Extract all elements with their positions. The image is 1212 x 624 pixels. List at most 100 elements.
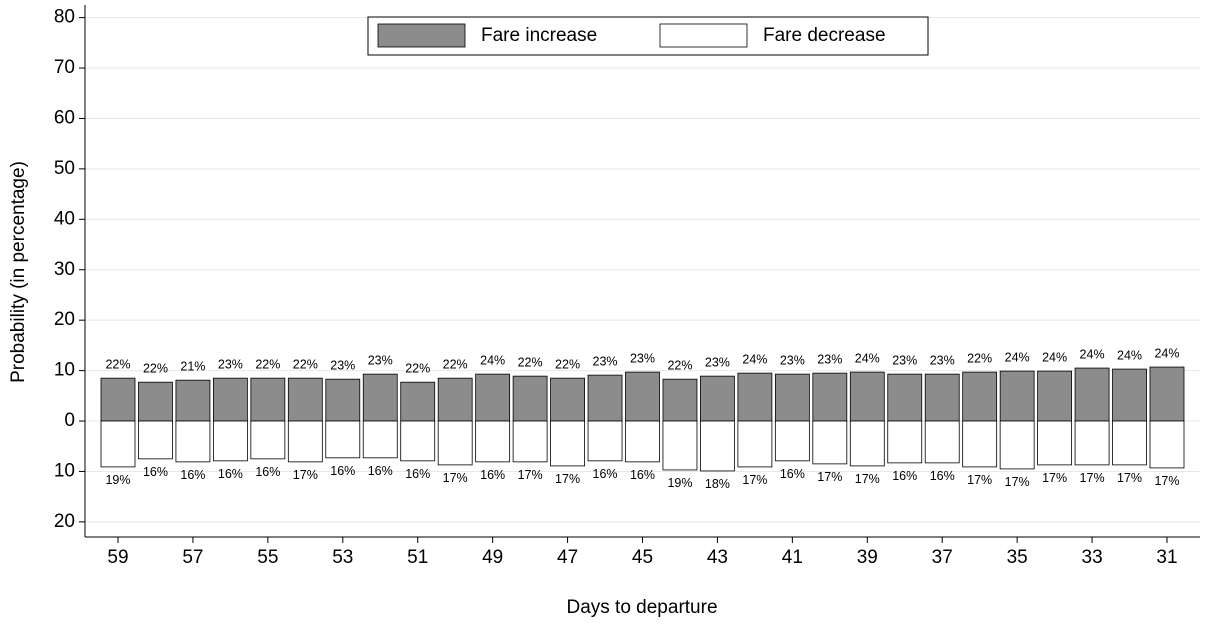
bar bbox=[812, 420, 848, 465]
bar bbox=[1149, 420, 1185, 469]
y-tick-label: 60 bbox=[54, 107, 75, 128]
bar bbox=[287, 420, 323, 463]
bar bbox=[625, 371, 660, 422]
x-tick-label: 47 bbox=[557, 547, 578, 568]
legend-label: Fare decrease bbox=[763, 25, 886, 46]
y-tick-label: 0 bbox=[64, 410, 75, 431]
bar bbox=[100, 420, 136, 468]
bar bbox=[325, 420, 361, 459]
bar bbox=[662, 378, 698, 422]
bar-annotation: 19% bbox=[105, 473, 130, 487]
bar bbox=[962, 420, 998, 468]
bar-annotation: 22% bbox=[255, 357, 280, 371]
y-tick-label: 20 bbox=[54, 511, 75, 532]
bar bbox=[212, 377, 248, 422]
bar-annotation: 24% bbox=[1005, 350, 1030, 364]
x-tick-label: 43 bbox=[707, 547, 728, 568]
bar bbox=[774, 420, 810, 462]
bar bbox=[587, 374, 623, 422]
bar bbox=[962, 371, 998, 422]
x-tick-label: 57 bbox=[182, 547, 203, 568]
bar bbox=[662, 420, 698, 471]
bar bbox=[138, 381, 173, 422]
bar-annotation: 22% bbox=[667, 358, 692, 372]
legend-swatch bbox=[377, 23, 466, 48]
bar bbox=[774, 373, 810, 422]
bar-annotation: 16% bbox=[180, 468, 205, 482]
x-tick-label: 35 bbox=[1007, 547, 1028, 568]
bar-annotation: 21% bbox=[180, 359, 205, 373]
bar bbox=[250, 377, 286, 422]
y-tick-label: 50 bbox=[54, 158, 75, 179]
legend-label: Fare increase bbox=[481, 25, 597, 46]
bar bbox=[587, 420, 623, 462]
bar-annotation: 22% bbox=[105, 357, 130, 371]
bar bbox=[1074, 367, 1110, 422]
bar bbox=[1037, 420, 1073, 466]
y-tick-label: 30 bbox=[54, 259, 75, 280]
bar-annotation: 17% bbox=[1042, 471, 1067, 485]
x-tick-label: 37 bbox=[932, 547, 953, 568]
bar-annotation: 16% bbox=[143, 465, 168, 479]
bar-annotation: 22% bbox=[518, 355, 543, 369]
legend-swatch bbox=[659, 23, 748, 48]
bar-annotation: 17% bbox=[555, 472, 580, 486]
bar-annotation: 16% bbox=[255, 465, 280, 479]
bar-annotation: 17% bbox=[967, 473, 992, 487]
bar bbox=[362, 420, 398, 459]
bar bbox=[550, 377, 585, 422]
bar-annotation: 16% bbox=[405, 467, 430, 481]
bar-annotation: 17% bbox=[443, 471, 468, 485]
bar bbox=[700, 375, 735, 422]
bar-annotation: 24% bbox=[1117, 348, 1142, 362]
bar bbox=[999, 370, 1035, 422]
y-tick-label: 80 bbox=[54, 7, 75, 28]
y-tick-label: 10 bbox=[54, 460, 75, 481]
bar bbox=[138, 420, 173, 460]
bar bbox=[475, 373, 511, 422]
bar-annotation: 23% bbox=[630, 351, 655, 365]
x-tick-label: 55 bbox=[257, 547, 278, 568]
bar-annotation: 22% bbox=[293, 357, 318, 371]
bar-annotation: 17% bbox=[1154, 474, 1179, 488]
bar-annotation: 24% bbox=[1080, 347, 1105, 361]
x-tick-label: 45 bbox=[632, 547, 653, 568]
bar bbox=[325, 378, 361, 422]
bar-annotation: 16% bbox=[892, 469, 917, 483]
bar bbox=[849, 371, 885, 422]
bar-annotation: 16% bbox=[630, 468, 655, 482]
bar bbox=[287, 377, 323, 422]
y-tick-label: 70 bbox=[54, 57, 75, 78]
bar-annotation: 24% bbox=[480, 353, 505, 367]
bar-annotation: 24% bbox=[1154, 346, 1179, 360]
bar bbox=[175, 379, 211, 422]
bar-annotation: 18% bbox=[705, 477, 730, 491]
bar bbox=[737, 420, 773, 468]
bar-annotation: 23% bbox=[593, 354, 618, 368]
bar-annotation: 23% bbox=[930, 353, 955, 367]
bar bbox=[812, 372, 848, 422]
bar-annotation: 16% bbox=[368, 464, 393, 478]
bar-annotation: 16% bbox=[218, 467, 243, 481]
bar-annotation: 23% bbox=[817, 352, 842, 366]
bar-annotation: 24% bbox=[1042, 350, 1067, 364]
bar-annotation: 16% bbox=[780, 467, 805, 481]
bar bbox=[887, 373, 923, 422]
bar bbox=[1112, 368, 1147, 422]
y-tick-label: 20 bbox=[54, 309, 75, 330]
bar-annotation: 17% bbox=[293, 468, 318, 482]
bar bbox=[924, 373, 960, 422]
bar-annotation: 16% bbox=[930, 469, 955, 483]
bar bbox=[700, 420, 735, 472]
bar bbox=[512, 375, 548, 422]
bar bbox=[1074, 420, 1110, 466]
bar bbox=[475, 420, 511, 463]
bar-annotation: 17% bbox=[742, 473, 767, 487]
bar bbox=[924, 420, 960, 464]
bar bbox=[175, 420, 211, 463]
bar bbox=[1112, 420, 1147, 466]
bar bbox=[1149, 366, 1185, 422]
bar bbox=[887, 420, 923, 464]
bar-annotation: 17% bbox=[855, 472, 880, 486]
x-tick-label: 51 bbox=[407, 547, 428, 568]
